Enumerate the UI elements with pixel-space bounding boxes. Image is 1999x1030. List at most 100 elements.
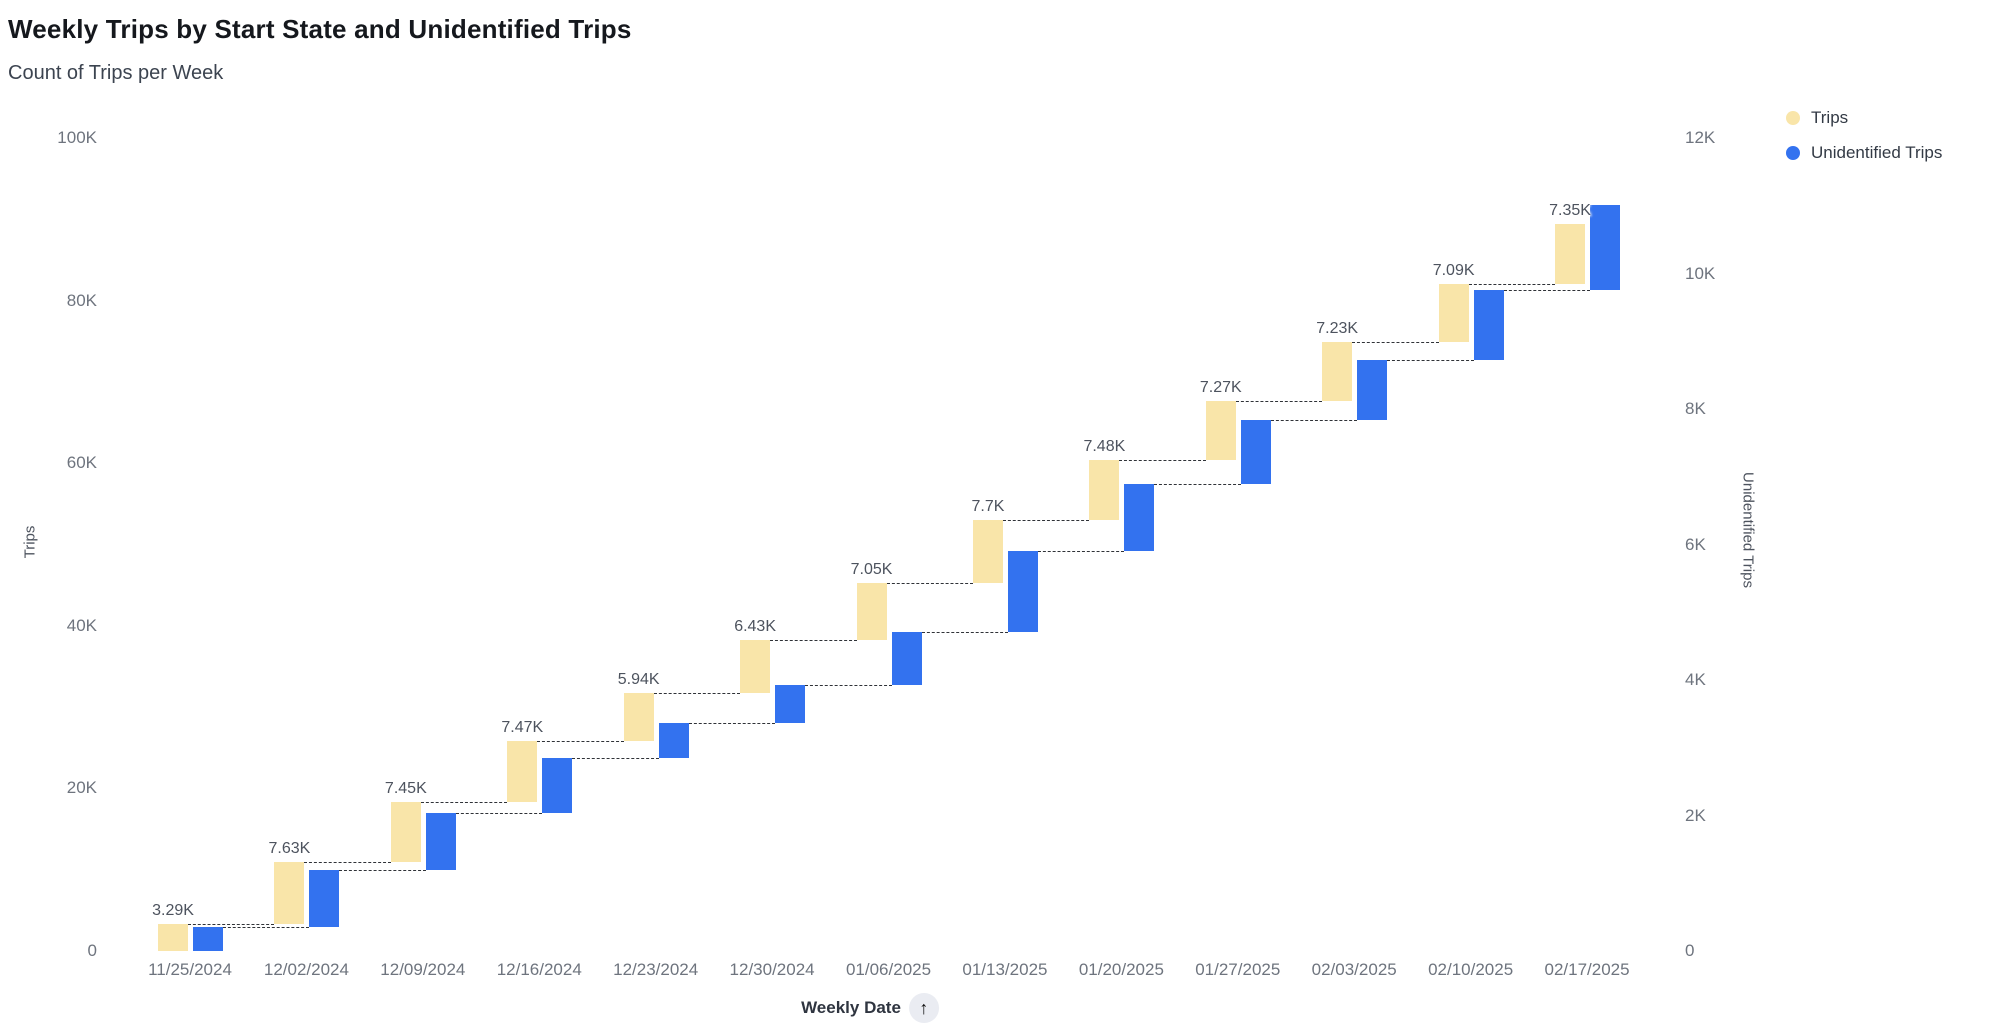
trips-bar[interactable] [507,740,538,802]
chart-title: Weekly Trips by Start State and Unidenti… [8,14,632,44]
x-axis-tick-label: 02/10/2025 [1428,960,1514,979]
unidentified-connector-line [805,685,892,687]
bar-value-label: 7.47K [501,718,544,736]
unidentified-connector-line [1037,551,1125,553]
legend-item-unidentified-trips[interactable]: Unidentified Trips [1786,143,1942,163]
trips-connector-line [420,801,508,803]
trips-bar[interactable] [1322,341,1353,401]
trips-bar[interactable] [274,862,305,925]
trips-bar[interactable] [390,801,421,863]
left-axis-tick-label: 60K [66,453,97,473]
bar-value-label: 7.35K [1549,202,1591,220]
unidentified-trips-bar[interactable] [425,812,456,870]
unidentified-trips-bar[interactable] [1240,419,1271,484]
x-axis-tick-label: 12/23/2024 [613,960,699,979]
trips-bar[interactable] [1555,224,1586,285]
unidentified-trips-bar[interactable] [193,926,223,951]
bar-value-label: 7.45K [384,779,427,797]
unidentified-trips-bar[interactable] [775,685,806,723]
unidentified-trips-bar[interactable] [1007,551,1038,632]
unidentified-trips-bar[interactable] [309,869,340,927]
trips-bar[interactable] [1438,284,1469,342]
trips-bar[interactable] [972,520,1003,584]
trips-connector-line [770,640,857,642]
trips-bar[interactable] [740,640,771,693]
bar-value-label: 7.63K [268,840,311,858]
x-axis-tick-label: 01/13/2025 [962,960,1048,979]
x-axis-tick-label: 02/03/2025 [1311,960,1397,979]
trips-connector-line [188,924,275,926]
chart-subtitle: Count of Trips per Week [8,62,224,84]
unidentified-connector-line [572,757,659,759]
unidentified-connector-line [339,869,426,871]
right-axis-tick-label: 6K [1685,534,1706,554]
legend: Trips Unidentified Trips [1786,108,1942,163]
trips-bar[interactable] [158,924,188,951]
right-axis-tick-label: 2K [1685,805,1706,825]
left-axis-tick-label: 0 [87,941,97,960]
left-axis-tick-label: 80K [66,290,97,310]
trips-connector-line [1352,341,1439,343]
trips-connector-line [1119,459,1206,461]
sort-ascending-button[interactable]: ↑ [908,993,939,1023]
unidentified-trips-bar[interactable] [891,631,922,686]
bar-value-label: 7.27K [1199,378,1242,396]
x-axis-tick-label: 12/30/2024 [729,960,815,979]
unidentified-connector-line [223,926,310,928]
x-axis-tick-label: 01/20/2025 [1078,960,1164,979]
unidentified-trips-legend-dot-icon [1786,146,1800,160]
bar-value-label: 5.94K [617,670,660,688]
arrow-up-icon: ↑ [919,998,929,1018]
unidentified-trips-bar[interactable] [1473,290,1504,361]
left-axis-tick-label: 20K [66,778,97,798]
left-axis-title: Trips [21,525,39,559]
trips-connector-line [653,692,741,694]
trips-bar[interactable] [623,692,654,741]
unidentified-connector-line [455,812,543,814]
unidentified-connector-line [1270,419,1358,421]
bar-value-label: 3.29K [152,902,194,920]
unidentified-connector-line [1154,483,1241,485]
trips-bar[interactable] [1205,400,1236,460]
bar-value-label: 7.05K [850,561,893,579]
unidentified-trips-bar[interactable] [1357,360,1388,420]
right-axis-tick-label: 4K [1685,670,1706,689]
x-axis-title: Weekly Date [801,998,901,1017]
x-axis-title-group: Weekly Date ↑ [801,993,939,1023]
bar-value-label: 7.7K [971,498,1005,516]
unidentified-trips-bar[interactable] [1124,483,1155,552]
x-axis-tick-label: 01/06/2025 [845,960,932,979]
bar-value-label: 6.43K [734,618,776,636]
bar-value-label: 7.23K [1316,319,1359,337]
legend-label-trips: Trips [1811,108,1849,127]
legend-item-trips[interactable]: Trips [1786,108,1942,128]
x-axis-tick-label: 11/25/2024 [148,960,232,979]
right-axis-tick-label: 0 [1685,941,1695,960]
x-axis-tick-label: 12/02/2024 [263,960,349,979]
trips-bar[interactable] [856,583,887,641]
unidentified-trips-bar[interactable] [658,722,689,758]
x-axis-tick-label: 02/17/2025 [1544,960,1630,979]
unidentified-trips-bar[interactable] [542,757,573,813]
legend-label-unidentified-trips: Unidentified Trips [1811,143,1943,162]
x-axis-tick-label: 12/16/2024 [496,960,582,979]
trips-connector-line [304,862,391,864]
trips-connector-line [537,740,624,742]
trips-bar[interactable] [1089,459,1120,521]
left-axis-tick-label: 100K [57,128,97,147]
bar-value-label: 7.09K [1432,262,1475,280]
unidentified-connector-line [921,631,1008,633]
unidentified-trips-bar[interactable] [1590,205,1621,291]
x-axis-tick-label: 12/09/2024 [380,960,466,979]
trips-connector-line [1235,400,1323,402]
bar-value-label: 7.48K [1083,437,1126,455]
right-axis-tick-label: 12K [1685,128,1716,147]
trips-connector-line [886,583,973,585]
right-axis-title: Unidentified Trips [1739,472,1757,588]
unidentified-connector-line [1503,290,1591,292]
trips-legend-dot-icon [1786,111,1800,125]
trips-connector-line [1002,520,1090,522]
right-axis-tick-label: 10K [1685,263,1716,283]
x-axis-tick-label: 01/27/2025 [1195,960,1281,979]
